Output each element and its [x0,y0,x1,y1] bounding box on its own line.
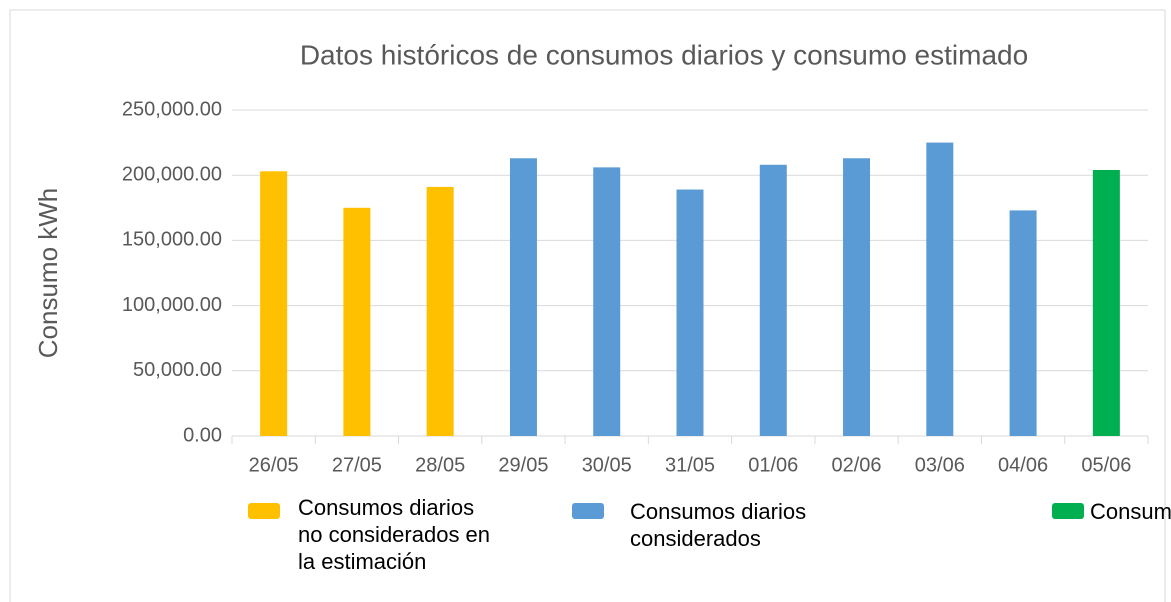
y-tick-label: 50,000.00 [133,359,222,381]
x-tick-label: 02/06 [832,454,882,476]
legend-swatch [1052,503,1084,519]
bar [759,164,787,436]
y-tick-label: 250,000.00 [122,98,222,120]
x-tick-label: 03/06 [915,454,965,476]
x-tick-label: 31/05 [665,454,715,476]
bar [926,142,954,436]
legend-swatch [248,503,280,519]
legend-label: Consumo [1090,499,1171,524]
x-tick-label: 30/05 [582,454,632,476]
bar [1009,210,1037,436]
chart-title: Datos históricos de consumos diarios y c… [300,39,1028,70]
x-tick-label: 28/05 [415,454,465,476]
x-tick-label: 29/05 [498,454,548,476]
y-tick-label: 200,000.00 [122,163,222,185]
x-tick-label: 04/06 [998,454,1048,476]
y-axis-title: Consumo kWh [33,188,63,359]
bar [843,158,871,437]
legend-label: Consumos diarios considerados [630,499,807,551]
bar [260,171,288,436]
legend-swatch [572,503,604,519]
bar [1092,169,1120,436]
bar [593,167,621,436]
chart-border [9,9,1166,602]
x-tick-label: 26/05 [249,454,299,476]
x-tick-label: 01/06 [748,454,798,476]
y-tick-label: 0.00 [183,424,222,446]
bar [676,189,704,436]
x-tick-label: 27/05 [332,454,382,476]
x-tick-label: 05/06 [1081,454,1131,476]
legend-label: Consumos diarios no considerados en la e… [298,495,491,574]
bar [509,158,537,437]
y-tick-label: 100,000.00 [122,294,222,316]
bar [343,207,371,436]
bar [426,186,454,436]
y-tick-label: 150,000.00 [122,229,222,251]
